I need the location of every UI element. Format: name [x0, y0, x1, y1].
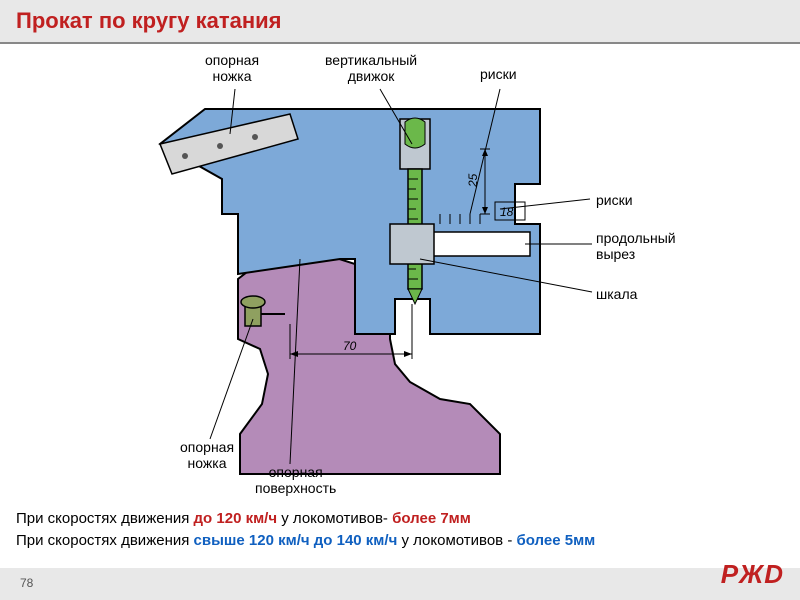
label-scale: шкала	[596, 286, 637, 302]
label-marks-right: риски	[596, 192, 633, 208]
leader-support-leg-b	[210, 319, 253, 439]
screw-head	[241, 296, 265, 308]
dim-70-text: 70	[343, 339, 357, 353]
title-bar: Прокат по кругу катания	[0, 0, 800, 44]
page-number: 78	[10, 572, 43, 594]
rivet	[182, 153, 188, 159]
label-marks-top: риски	[480, 66, 517, 82]
diagram: 25 18 70 опорная ножка	[0, 44, 800, 504]
rzd-logo: PЖD	[721, 559, 784, 590]
diagram-svg: 25 18 70	[0, 44, 800, 504]
dim-18-text: 18	[500, 205, 514, 219]
slider-carriage	[390, 224, 434, 264]
longitudinal-slot	[430, 232, 530, 256]
slider-knob	[405, 118, 425, 148]
page-title: Прокат по кругу катания	[16, 8, 281, 34]
rivet	[252, 134, 258, 140]
note-line-1: При скоростях движения до 120 км/ч у лок…	[16, 510, 471, 527]
note-line-2: При скоростях движения свыше 120 км/ч до…	[16, 532, 595, 549]
label-support-surface: опорная поверхность	[255, 464, 336, 496]
label-longitudinal: продольный вырез	[596, 230, 676, 262]
label-vertical-slider: вертикальный движок	[325, 52, 417, 84]
label-support-leg-bottom: опорная ножка	[180, 439, 234, 471]
footer-bar	[0, 568, 800, 600]
rivet	[217, 143, 223, 149]
arrowhead	[404, 351, 412, 357]
label-support-leg: опорная ножка	[205, 52, 259, 84]
